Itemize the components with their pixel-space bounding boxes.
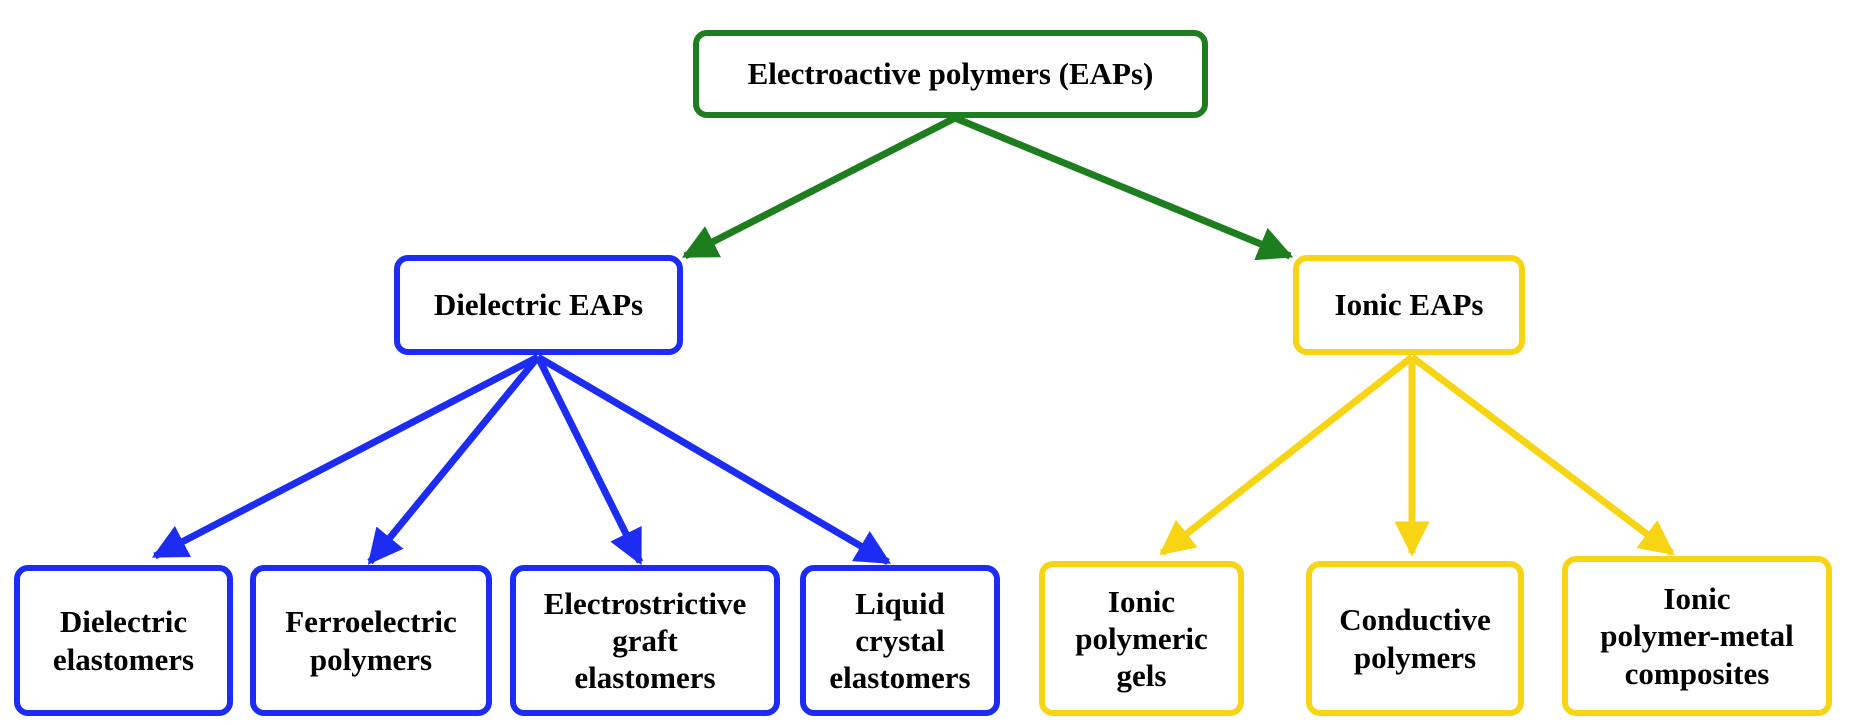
arrow-dielectric-to-ferroelectric-polymers xyxy=(367,354,541,565)
node-label: Ionic polymer-metal composites xyxy=(1600,581,1794,691)
node-dielectric-eaps: Dielectric EAPs xyxy=(394,255,683,355)
node-label: Electrostrictive graft elastomers xyxy=(543,585,747,696)
arrow-dielectric-to-dielectric-elastomers xyxy=(151,353,540,560)
node-label: Dielectric EAPs xyxy=(433,287,644,323)
node-label: Dielectric elastomers xyxy=(52,604,195,677)
arrow-dielectric-to-liquid-crystal-elastomers xyxy=(536,353,892,566)
node-ferroelectric-polymers: Ferroelectric polymers xyxy=(250,565,492,716)
arrow-ionic-to-ionic-polymeric-gels xyxy=(1159,354,1415,556)
node-liquid-crystal-elastomers: Liquid crystal elastomers xyxy=(800,565,1000,716)
arrow-root-to-dielectric xyxy=(681,114,957,260)
node-conductive-polymers: Conductive polymers xyxy=(1306,561,1524,716)
arrow-dielectric-to-electrostrictive-elastomers xyxy=(534,355,644,566)
node-electroactive-polymers: Electroactive polymers (EAPs) xyxy=(693,30,1208,118)
node-ionic-eaps: Ionic EAPs xyxy=(1293,255,1525,355)
node-label: Liquid crystal elastomers xyxy=(829,585,971,696)
node-electrostrictive-graft-elastomers: Electrostrictive graft elastomers xyxy=(510,565,780,716)
node-dielectric-elastomers: Dielectric elastomers xyxy=(14,565,233,716)
node-label: Ionic polymeric gels xyxy=(1075,583,1208,694)
arrow-ionic-to-ionic-polymer-metal-composites xyxy=(1409,354,1675,556)
node-label: Electroactive polymers (EAPs) xyxy=(747,56,1154,92)
node-ionic-polymer-metal-composites: Ionic polymer-metal composites xyxy=(1562,556,1832,716)
node-label: Ferroelectric polymers xyxy=(285,604,457,677)
node-ionic-polymeric-gels: Ionic polymeric gels xyxy=(1039,561,1244,716)
node-label: Conductive polymers xyxy=(1339,602,1491,675)
node-label: Ionic EAPs xyxy=(1334,287,1484,323)
arrow-root-to-ionic xyxy=(953,114,1294,261)
